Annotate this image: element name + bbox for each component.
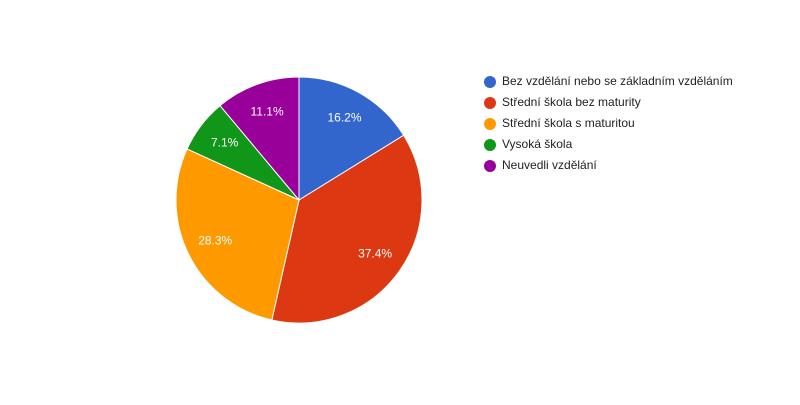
legend-marker: [484, 76, 496, 88]
pie-slice: [175, 148, 300, 321]
slice-label: 28.3%: [198, 234, 232, 248]
legend-marker: [484, 160, 496, 172]
pie-slice: [219, 76, 300, 202]
legend-label: Střední škola bez maturity: [502, 95, 641, 109]
slice-label: 16.2%: [327, 111, 361, 125]
slice-label: 11.1%: [251, 104, 284, 118]
legend-label: Neuvedli vzdělání: [502, 158, 597, 172]
legend-label: Střední škola s maturitou: [502, 116, 635, 130]
legend-label: Bez vzdělání nebo se základním vzděláním: [502, 74, 733, 88]
legend-label: Vysoká škola: [502, 137, 573, 151]
slice-label: 7.1%: [211, 136, 239, 150]
legend-marker: [484, 118, 496, 130]
legend-marker: [484, 139, 496, 151]
pie-slice: [298, 76, 405, 201]
slice-label: 37.4%: [358, 246, 392, 260]
pie-slice: [271, 134, 423, 324]
legend-marker: [484, 97, 496, 109]
